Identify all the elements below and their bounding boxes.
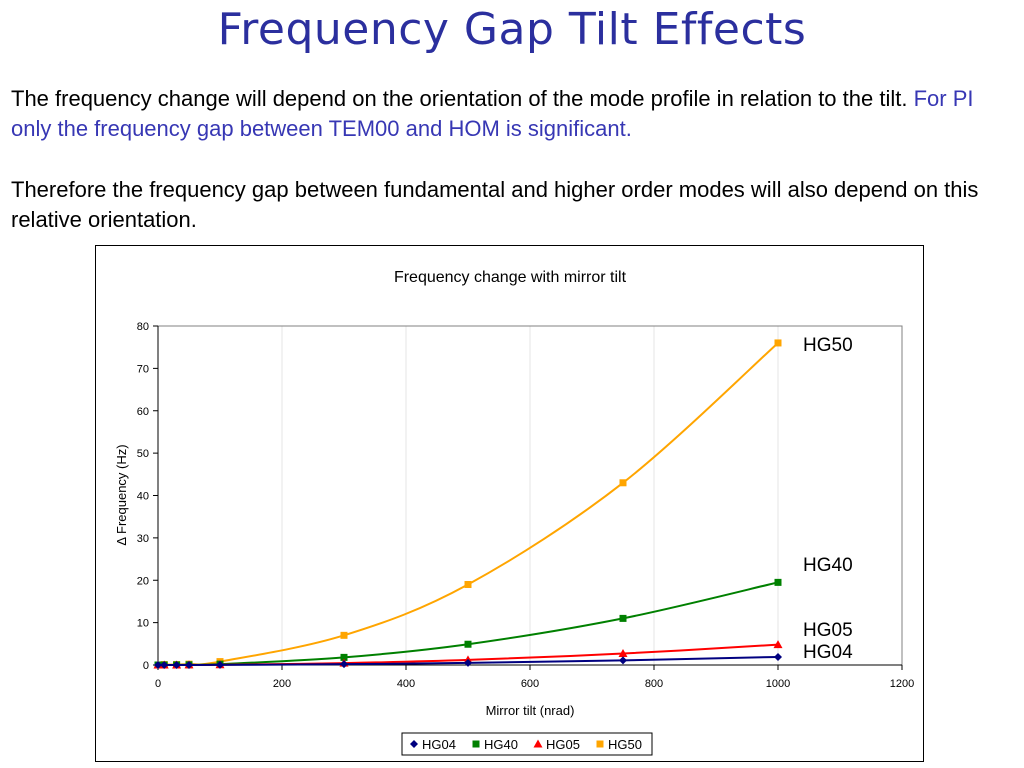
chart-frame: Frequency change with mirror tilt 0 200 40… [95, 245, 924, 762]
series-line-hg04 [158, 655, 779, 667]
paragraph-frequency-gap: Therefore the frequency gap between fund… [11, 177, 979, 232]
data-point-hg04 [464, 658, 472, 667]
end-label-hg40: HG40 [803, 555, 853, 576]
x-tick-label: 0 [155, 678, 161, 690]
data-point-hg50 [340, 631, 348, 639]
series-end-labels: HG04 HG40 HG05 HG50 [803, 335, 853, 663]
data-point-hg40 [340, 653, 348, 661]
legend-box [401, 732, 653, 756]
y-tick-label: 70 [137, 363, 149, 375]
data-point-hg50 [619, 479, 627, 487]
data-point-hg04 [340, 660, 348, 669]
legend-marker-hg50 [596, 740, 604, 748]
end-label-hg05: HG05 [803, 620, 853, 641]
data-point-hg04 [619, 656, 627, 665]
x-axis-label: Mirror tilt (nrad) [486, 703, 575, 718]
x-tick-label: 200 [273, 678, 291, 690]
data-point-hg04 [774, 652, 782, 661]
legend-label-hg05: HG05 [546, 737, 580, 752]
legend-label-hg50: HG50 [608, 737, 642, 752]
series-line-hg50 [157, 342, 779, 666]
data-point-hg05 [773, 640, 783, 649]
legend-marker-hg40 [472, 740, 480, 748]
y-tick-label: 80 [137, 321, 149, 333]
paragraph-pi-note: For PI only the frequency gap between TE… [11, 86, 974, 141]
y-tick-label: 50 [137, 448, 149, 460]
legend-marker-hg04 [410, 740, 418, 748]
y-tick-label: 10 [137, 618, 149, 630]
x-tick-label: 400 [397, 678, 415, 690]
data-point-hg04 [216, 660, 224, 669]
x-tick-label: 600 [521, 678, 539, 690]
data-point-hg05 [618, 649, 628, 658]
data-point-hg40 [619, 614, 627, 622]
x-tick-label: 1000 [766, 678, 790, 690]
paragraph-orientation-text: The frequency change will depend on the … [11, 86, 908, 111]
chart-legend: HG04 HG40 HG05 HG50 [401, 732, 653, 756]
paragraph-orientation: The frequency change will depend on the … [11, 84, 1011, 144]
end-label-hg50: HG50 [803, 335, 853, 356]
end-label-hg04: HG04 [803, 642, 853, 663]
chart-gridlines [281, 326, 779, 665]
data-point-hg40 [464, 640, 472, 648]
chart-series [153, 339, 783, 669]
chart-title: Frequency change with mirror tilt [394, 269, 627, 286]
data-point-hg50 [774, 339, 782, 347]
data-point-hg04 [172, 661, 181, 669]
y-tick-label: 20 [137, 575, 149, 587]
legend-label-hg04: HG04 [422, 737, 456, 752]
y-tick-label: 0 [143, 660, 149, 672]
legend-label-hg40: HG40 [484, 737, 518, 752]
data-point-hg40 [774, 578, 782, 586]
y-tick-label: 30 [137, 533, 149, 545]
legend-marker-hg05 [533, 739, 543, 748]
data-point-hg04 [154, 661, 162, 669]
series-line-hg40 [157, 581, 779, 667]
y-tick-label: 40 [137, 491, 149, 503]
data-point-hg04 [160, 661, 169, 669]
y-axis-label: Δ Frequency (Hz) [114, 444, 129, 545]
y-tick-label: 60 [137, 406, 149, 418]
data-point-hg50 [464, 580, 472, 588]
x-tick-label: 800 [645, 678, 663, 690]
chart-axes: 0 200 400 600 800 1000 1200 0 10 20 30 40 50 60 70 80 [137, 321, 914, 690]
frequency-tilt-chart: Frequency change with mirror tilt 0 200 40… [114, 269, 914, 756]
data-point-hg04 [185, 661, 193, 669]
slide-title: Frequency Gap Tilt Effects [217, 4, 807, 55]
x-tick-label: 1200 [890, 678, 914, 690]
